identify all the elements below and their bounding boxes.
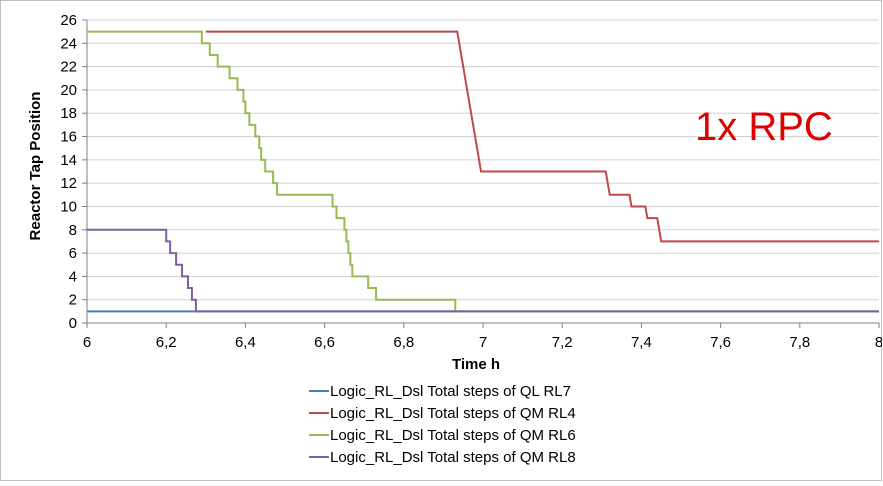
legend-label: Logic_RL_Dsl Total steps of QM RL8 bbox=[330, 449, 576, 466]
x-tick-label: 7,4 bbox=[631, 334, 652, 351]
x-tick-label: 6,2 bbox=[156, 334, 177, 351]
y-tick-label: 10 bbox=[60, 198, 77, 215]
y-tick-label: 14 bbox=[60, 152, 77, 169]
x-tick-label: 7,2 bbox=[552, 334, 573, 351]
y-tick-label: 0 bbox=[69, 315, 77, 332]
x-tick-label: 7 bbox=[479, 334, 487, 351]
legend-label: Logic_RL_Dsl Total steps of QM RL4 bbox=[330, 405, 576, 422]
y-tick-label: 18 bbox=[60, 105, 77, 122]
y-tick-label: 2 bbox=[69, 292, 77, 309]
x-tick-label: 7,8 bbox=[789, 334, 810, 351]
series-line-2 bbox=[205, 30, 879, 243]
x-tick-label: 7,6 bbox=[710, 334, 731, 351]
y-tick-label: 24 bbox=[60, 35, 77, 52]
series-group bbox=[87, 30, 879, 313]
series-line-3 bbox=[87, 30, 879, 313]
y-tick-label: 22 bbox=[60, 59, 77, 76]
series-line-4 bbox=[87, 228, 879, 313]
y-tick-label: 8 bbox=[69, 222, 77, 239]
y-tick-label: 20 bbox=[60, 82, 77, 99]
y-tick-label: 12 bbox=[60, 175, 77, 192]
y-tick-label: 4 bbox=[69, 268, 77, 285]
legend-label: Logic_RL_Dsl Total steps of QL RL7 bbox=[330, 383, 571, 400]
x-tick-label: 6,8 bbox=[393, 334, 414, 351]
legend-label: Logic_RL_Dsl Total steps of QM RL6 bbox=[330, 427, 576, 444]
y-tick-label: 6 bbox=[69, 245, 77, 262]
annotation-label: 1x RPC bbox=[695, 105, 833, 149]
x-axis-title: Time h bbox=[452, 356, 500, 373]
axes bbox=[82, 19, 880, 328]
x-tick-label: 6 bbox=[83, 334, 91, 351]
legend: Logic_RL_Dsl Total steps of QL RL7 Logic_… bbox=[309, 383, 576, 466]
y-tick-label: 26 bbox=[60, 12, 77, 29]
x-tick-label: 8 bbox=[875, 334, 882, 351]
y-axis-title: Reactor Tap Position bbox=[27, 92, 44, 241]
x-tick-label: 6,6 bbox=[314, 334, 335, 351]
y-tick-label: 16 bbox=[60, 129, 77, 146]
x-tick-label: 6,4 bbox=[235, 334, 256, 351]
